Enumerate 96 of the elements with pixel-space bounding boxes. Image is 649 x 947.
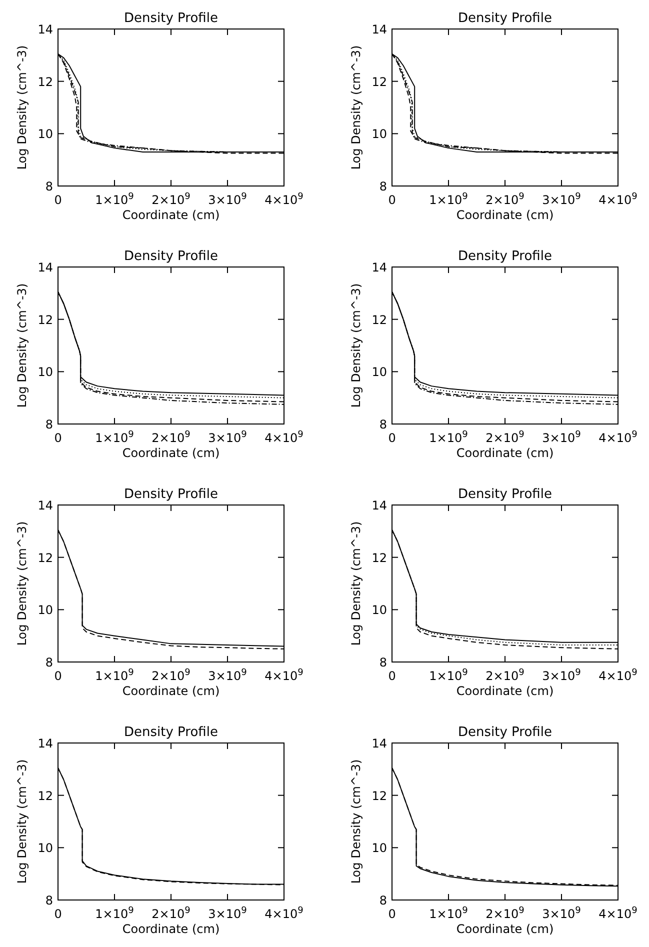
y-tick-label: 14 xyxy=(372,260,387,274)
y-axis-title: Log Density (cm^-3) xyxy=(349,283,363,408)
x-tick-label: 4×10$^{9}$ xyxy=(264,668,304,683)
y-tick-label: 10 xyxy=(38,603,53,618)
y-tick-label: 10 xyxy=(372,603,387,618)
x-tick-label: 4×10$^{9}$ xyxy=(264,192,304,207)
x-tick-label: 4×10$^{9}$ xyxy=(264,906,304,921)
x-tick-label: 0 xyxy=(54,431,62,445)
x-tick-label: 4×10$^{9}$ xyxy=(598,906,638,921)
y-tick-label: 8 xyxy=(379,180,387,194)
y-tick-label: 10 xyxy=(372,365,387,380)
x-tick-label: 1×10$^{9}$ xyxy=(95,192,134,207)
x-axis-title: Coordinate (cm) xyxy=(456,922,554,936)
x-axis-title: Coordinate (cm) xyxy=(122,446,220,460)
x-tick-label: 0 xyxy=(54,907,62,921)
chart-title: Density Profile xyxy=(124,249,218,264)
y-tick-label: 14 xyxy=(372,736,387,750)
y-tick-label: 14 xyxy=(372,22,387,36)
y-tick-label: 8 xyxy=(45,656,53,670)
x-tick-label: 0 xyxy=(54,669,62,683)
y-tick-label: 10 xyxy=(372,127,387,142)
y-tick-label: 12 xyxy=(38,550,53,565)
x-axis-title: Coordinate (cm) xyxy=(456,446,554,460)
x-tick-label: 2×10$^{9}$ xyxy=(486,192,525,207)
chart-title: Density Profile xyxy=(124,725,218,740)
x-tick-label: 1×10$^{9}$ xyxy=(95,430,134,445)
x-tick-label: 2×10$^{9}$ xyxy=(152,430,191,445)
y-axis-title: Log Density (cm^-3) xyxy=(15,283,29,408)
y-axis-title: Log Density (cm^-3) xyxy=(15,759,29,884)
x-tick-label: 0 xyxy=(388,669,396,683)
y-axis-title: Log Density (cm^-3) xyxy=(349,521,363,646)
chart-title: Density Profile xyxy=(458,725,552,740)
x-tick-label: 0 xyxy=(388,431,396,445)
y-tick-label: 10 xyxy=(38,365,53,380)
chart-title: Density Profile xyxy=(458,11,552,26)
y-tick-label: 14 xyxy=(372,498,387,512)
chart-title: Density Profile xyxy=(124,11,218,26)
x-tick-label: 2×10$^{9}$ xyxy=(152,668,191,683)
y-tick-label: 10 xyxy=(372,841,387,856)
x-tick-label: 1×10$^{9}$ xyxy=(429,192,468,207)
y-tick-label: 10 xyxy=(38,127,53,142)
x-tick-label: 2×10$^{9}$ xyxy=(152,192,191,207)
x-tick-label: 2×10$^{9}$ xyxy=(486,668,525,683)
y-tick-label: 10 xyxy=(38,841,53,856)
x-tick-label: 0 xyxy=(388,907,396,921)
y-axis-title: Log Density (cm^-3) xyxy=(349,759,363,884)
y-tick-label: 12 xyxy=(372,788,387,803)
x-tick-label: 4×10$^{9}$ xyxy=(598,668,638,683)
y-axis-title: Log Density (cm^-3) xyxy=(349,45,363,170)
y-tick-label: 12 xyxy=(38,312,53,327)
x-tick-label: 1×10$^{9}$ xyxy=(429,430,468,445)
y-axis-title: Log Density (cm^-3) xyxy=(15,45,29,170)
x-tick-label: 0 xyxy=(54,193,62,207)
y-axis-title: Log Density (cm^-3) xyxy=(15,521,29,646)
x-tick-label: 0 xyxy=(388,193,396,207)
chart-title: Density Profile xyxy=(458,249,552,264)
x-axis-title: Coordinate (cm) xyxy=(122,922,220,936)
x-tick-label: 2×10$^{9}$ xyxy=(152,906,191,921)
y-tick-label: 12 xyxy=(38,788,53,803)
x-tick-label: 3×10$^{9}$ xyxy=(208,906,248,921)
y-tick-label: 12 xyxy=(38,74,53,89)
y-tick-label: 8 xyxy=(45,894,53,908)
x-tick-label: 3×10$^{9}$ xyxy=(208,668,248,683)
x-tick-label: 4×10$^{9}$ xyxy=(598,430,638,445)
chart-title: Density Profile xyxy=(458,487,552,502)
y-tick-label: 12 xyxy=(372,550,387,565)
x-tick-label: 1×10$^{9}$ xyxy=(95,906,134,921)
x-tick-label: 2×10$^{9}$ xyxy=(486,906,525,921)
x-tick-label: 1×10$^{9}$ xyxy=(429,668,468,683)
y-tick-label: 12 xyxy=(372,312,387,327)
x-tick-label: 4×10$^{9}$ xyxy=(264,430,304,445)
y-tick-label: 8 xyxy=(379,418,387,432)
y-tick-label: 8 xyxy=(379,656,387,670)
y-tick-label: 14 xyxy=(38,22,53,36)
x-tick-label: 3×10$^{9}$ xyxy=(542,430,582,445)
y-tick-label: 8 xyxy=(45,418,53,432)
y-tick-label: 14 xyxy=(38,260,53,274)
x-tick-label: 4×10$^{9}$ xyxy=(598,192,638,207)
x-tick-label: 3×10$^{9}$ xyxy=(208,430,248,445)
x-tick-label: 3×10$^{9}$ xyxy=(208,192,248,207)
x-axis-title: Coordinate (cm) xyxy=(122,684,220,698)
y-tick-label: 12 xyxy=(372,74,387,89)
y-tick-label: 8 xyxy=(45,180,53,194)
y-tick-label: 14 xyxy=(38,736,53,750)
x-axis-title: Coordinate (cm) xyxy=(122,208,220,222)
x-axis-title: Coordinate (cm) xyxy=(456,208,554,222)
x-tick-label: 1×10$^{9}$ xyxy=(429,906,468,921)
x-tick-label: 2×10$^{9}$ xyxy=(486,430,525,445)
chart-title: Density Profile xyxy=(124,487,218,502)
x-tick-label: 3×10$^{9}$ xyxy=(542,668,582,683)
y-tick-label: 8 xyxy=(379,894,387,908)
x-tick-label: 3×10$^{9}$ xyxy=(542,906,582,921)
x-tick-label: 1×10$^{9}$ xyxy=(95,668,134,683)
x-tick-label: 3×10$^{9}$ xyxy=(542,192,582,207)
y-tick-label: 14 xyxy=(38,498,53,512)
x-axis-title: Coordinate (cm) xyxy=(456,684,554,698)
